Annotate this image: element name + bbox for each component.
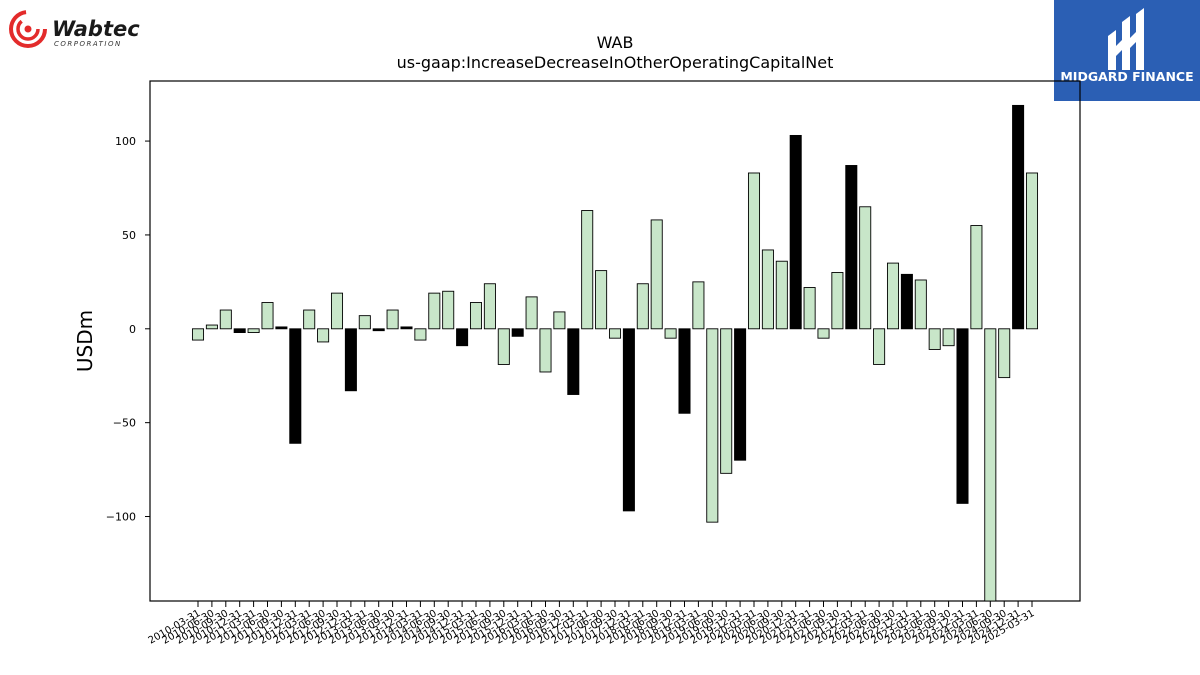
bar <box>567 328 580 395</box>
bar <box>692 281 705 330</box>
bar <box>747 172 761 330</box>
bar <box>678 328 691 414</box>
bar <box>831 272 844 330</box>
y-tick-label: 100 <box>115 135 136 148</box>
bar <box>970 225 983 330</box>
bar <box>1025 172 1039 330</box>
bar <box>789 134 802 330</box>
bar <box>803 287 816 330</box>
bar <box>303 309 316 330</box>
bar <box>497 328 510 365</box>
bar <box>914 279 927 330</box>
bar <box>469 302 483 330</box>
bar-series <box>191 104 1039 602</box>
x-axis: 2010-03-312010-06-302010-09-302010-12-31… <box>147 601 1037 647</box>
bar <box>525 296 538 330</box>
bar <box>956 328 969 504</box>
bar <box>442 290 455 330</box>
bar <box>761 249 774 330</box>
bar <box>664 328 677 339</box>
bar <box>817 328 830 339</box>
bar <box>998 328 1011 379</box>
bar <box>233 328 246 334</box>
bar <box>859 206 872 330</box>
bar <box>330 292 344 330</box>
wabtec-swirl-icon <box>9 10 47 48</box>
bar <box>706 328 719 523</box>
bar <box>205 324 218 330</box>
bar <box>539 328 552 373</box>
publisher-name: MIDGARD FINANCE <box>1060 69 1193 84</box>
bar <box>289 328 302 444</box>
y-axis-label: USDm <box>73 310 97 372</box>
y-tick-label: 0 <box>129 323 136 336</box>
y-tick-label: 50 <box>122 229 136 242</box>
bar <box>511 328 524 337</box>
chart-subtitle: us-gaap:IncreaseDecreaseInOtherOperating… <box>397 53 834 72</box>
bar <box>581 210 594 330</box>
bar <box>886 262 900 330</box>
bar <box>386 309 399 330</box>
bar <box>400 326 413 330</box>
bar <box>261 302 274 330</box>
publisher-logo: MIDGARD FINANCE <box>1054 0 1200 101</box>
y-tick-label: −100 <box>106 511 136 524</box>
bar <box>608 328 622 339</box>
bar <box>650 219 663 330</box>
midgard-emblem-icon <box>1108 8 1144 70</box>
bar <box>734 328 747 461</box>
bar <box>553 311 566 330</box>
bar <box>428 292 441 330</box>
bar <box>984 328 997 602</box>
bar <box>275 326 288 330</box>
company-logo: Wabtec CORPORATION <box>9 10 140 48</box>
bar <box>942 328 955 347</box>
bar <box>456 328 469 347</box>
bar <box>720 328 733 474</box>
bar <box>1012 104 1025 330</box>
bar <box>358 315 371 330</box>
bar <box>372 328 385 332</box>
bar <box>595 270 608 330</box>
bar <box>414 328 427 341</box>
bar <box>247 328 260 334</box>
bar <box>191 328 205 341</box>
bar <box>928 328 941 350</box>
bar <box>775 260 788 330</box>
y-tick-label: −50 <box>113 417 136 430</box>
bar <box>845 165 858 330</box>
bar <box>622 328 635 512</box>
bar <box>873 328 886 365</box>
company-logo-name: Wabtec <box>52 17 140 41</box>
bar <box>219 309 232 330</box>
y-axis: −100 −50 0 50 100 <box>106 135 150 524</box>
chart-title: WAB <box>597 33 634 52</box>
bar <box>344 328 357 392</box>
bar <box>636 283 649 330</box>
bar <box>483 283 496 330</box>
bar <box>317 328 330 343</box>
bar <box>900 273 913 330</box>
company-logo-sub: CORPORATION <box>54 40 122 48</box>
